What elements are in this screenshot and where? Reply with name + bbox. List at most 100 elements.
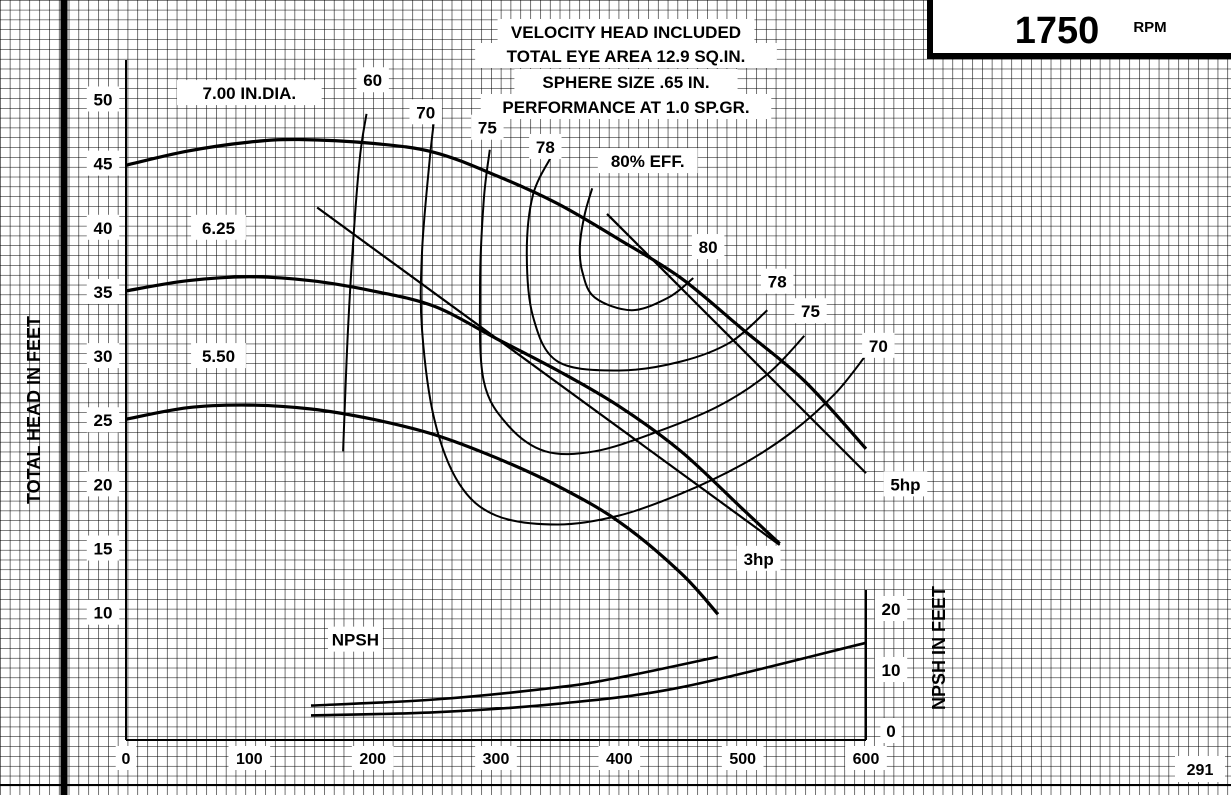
- x-tick-label-bg: [115, 746, 137, 770]
- x-tick-label: 400: [606, 751, 633, 768]
- y2-tick-label-bg: [874, 657, 908, 682]
- curve-labels: 7.00 IN.DIA. 6.25 5.50 60 70 75 78 80 78 75 70 80% …: [177, 67, 928, 652]
- x-tick-label: 300: [483, 751, 510, 768]
- y-tick-label: 30: [94, 347, 113, 366]
- npsh-curve: [310, 641, 867, 717]
- rpm-box: 1750 RPM: [927, 0, 1231, 59]
- efficiency-label: 78: [536, 138, 555, 157]
- x-tick-label: 600: [853, 751, 880, 768]
- x-tick-label: 100: [236, 751, 263, 768]
- x-tick-label-bg: [598, 746, 641, 770]
- npsh-label-bg: [327, 626, 383, 652]
- series-label-bg: [177, 80, 322, 106]
- rpm-box-border: [927, 0, 1231, 59]
- chart-notes: VELOCITY HEAD INCLUDED TOTAL EYE AREA 12.…: [475, 19, 777, 119]
- horsepower-label-bg: [883, 471, 928, 497]
- efficiency-label-bg: [862, 332, 895, 358]
- x-tick-label-bg: [351, 746, 394, 770]
- efficiency-curve: [525, 155, 768, 372]
- head-curve: [125, 275, 781, 545]
- efficiency-curve: [478, 149, 806, 456]
- axis-tick-labels: 0 100 200 300 400 500 600101520253035404550010…: [86, 86, 908, 770]
- x-tick-label: 200: [359, 751, 386, 768]
- efficiency-label: 70: [869, 337, 888, 356]
- y-tick-label: 35: [94, 283, 113, 302]
- y-axis-label: TOTAL HEAD IN FEET: [24, 316, 44, 504]
- y-tick-label-bg: [86, 278, 120, 304]
- rpm-box-fill: [930, 0, 1231, 58]
- series-label: 5.50: [202, 347, 235, 366]
- efficiency-label-bg: [409, 99, 442, 125]
- y2-tick-label: 20: [882, 600, 901, 619]
- chart-note: VELOCITY HEAD INCLUDED: [511, 23, 741, 42]
- chart-note-bg: [497, 19, 755, 44]
- y-tick-label-bg: [86, 150, 120, 176]
- efficiency-label-bg: [356, 67, 389, 93]
- efficiency-curve: [342, 113, 368, 452]
- chart-note: TOTAL EYE AREA 12.9 SQ.IN.: [507, 47, 746, 66]
- horsepower-label: 5hp: [890, 475, 920, 494]
- efficiency-label: 70: [416, 103, 435, 122]
- chart-note: PERFORMANCE AT 1.0 SP.GR.: [502, 98, 749, 117]
- efficiency-curve: [419, 117, 867, 526]
- efficiency-label: 60: [363, 71, 382, 90]
- series-label: 7.00 IN.DIA.: [203, 84, 297, 103]
- y2-tick-label-bg: [874, 596, 908, 621]
- y2-tick-label: 10: [882, 661, 901, 680]
- x-tick-label-bg: [228, 746, 271, 770]
- series-label: 6.25: [202, 219, 235, 238]
- efficiency-label-bg: [471, 114, 504, 140]
- head-curve: [125, 137, 868, 450]
- head-curve: [125, 403, 720, 616]
- horsepower-label: 3hp: [744, 550, 774, 569]
- y-tick-label: 40: [94, 219, 113, 238]
- y-tick-label-bg: [86, 214, 120, 240]
- efficiency-label: 80: [699, 238, 718, 257]
- y-tick-label-bg: [86, 343, 120, 369]
- efficiency-curves: [342, 113, 867, 526]
- x-tick-label: 500: [729, 751, 756, 768]
- y-tick-label: 45: [94, 155, 113, 174]
- efficiency-label-bg: [794, 298, 827, 324]
- chart-note-bg: [514, 69, 738, 94]
- npsh-label: NPSH: [332, 631, 379, 650]
- series-label-bg: [191, 343, 246, 369]
- efficiency-label-bg: [529, 133, 562, 159]
- x-tick-label-bg: [721, 746, 764, 770]
- y-tick-label: 20: [94, 475, 113, 494]
- horsepower-line: [316, 206, 781, 546]
- page-number: 291: [1187, 762, 1214, 779]
- y-tick-label-bg: [86, 407, 120, 433]
- y2-tick-label: 0: [886, 722, 895, 741]
- efficiency-peak-label: 80% EFF.: [611, 152, 685, 171]
- series-label-bg: [191, 214, 246, 240]
- x-tick-label-bg: [845, 746, 887, 770]
- x-tick-label: 0: [122, 751, 131, 768]
- efficiency-label: 75: [478, 119, 497, 138]
- y-tick-label-bg: [86, 599, 120, 625]
- y-tick-label-bg: [86, 86, 120, 112]
- chart-note: SPHERE SIZE .65 IN.: [542, 73, 709, 92]
- head-capacity-curves: [125, 137, 868, 616]
- y-tick-label: 25: [94, 411, 113, 430]
- y-tick-label-bg: [86, 535, 120, 561]
- chart-note-bg: [480, 94, 772, 119]
- y2-axis-label: NPSH IN FEET: [929, 586, 949, 710]
- y-tick-label-bg: [86, 471, 120, 497]
- chart-note-bg: [475, 43, 777, 68]
- rpm-unit: RPM: [1133, 19, 1166, 36]
- y2-tick-label-bg: [880, 718, 902, 743]
- efficiency-curve: [578, 188, 694, 312]
- efficiency-label: 75: [801, 302, 820, 321]
- npsh-curve: [310, 655, 719, 707]
- efficiency-label-bg: [691, 234, 725, 260]
- y-tick-label: 10: [94, 604, 113, 623]
- npsh-curves: [310, 641, 867, 717]
- y-tick-label: 15: [94, 540, 113, 559]
- x-tick-label-bg: [475, 746, 517, 770]
- y-tick-label: 50: [94, 90, 113, 109]
- efficiency-label-bg: [760, 268, 794, 294]
